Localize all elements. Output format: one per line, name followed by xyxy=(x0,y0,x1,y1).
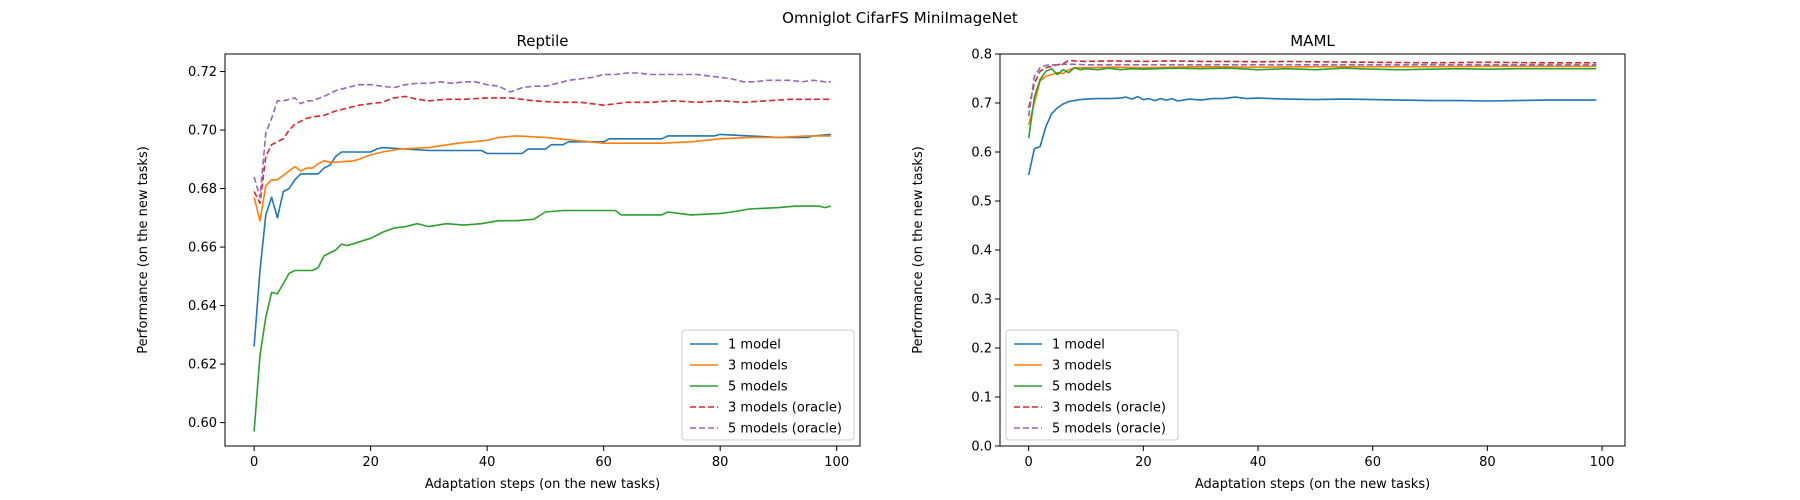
x-tick-label: 20 xyxy=(362,455,379,470)
series-line-5-models xyxy=(1027,66,1597,139)
plot-area-frame xyxy=(224,53,861,447)
x-tick-label: 60 xyxy=(1364,455,1381,470)
y-tick-label: 0.5 xyxy=(971,195,992,210)
y-tick-label: 0.60 xyxy=(188,416,217,431)
y-tick-label: 0.68 xyxy=(188,182,217,197)
y-tick-label: 0.62 xyxy=(188,358,217,373)
x-tick-label: 100 xyxy=(824,455,849,470)
chart-title: MAML xyxy=(1290,32,1335,50)
plot-area-frame xyxy=(999,53,1626,447)
legend-label: 3 models (oracle) xyxy=(728,401,842,416)
series-line-1-model xyxy=(253,133,831,347)
y-tick-label: 0.8 xyxy=(971,48,992,63)
series-line-5-models-oracle xyxy=(253,72,831,199)
legend: 1 model 3 models 5 models 3 models (oracle)… xyxy=(1005,329,1179,441)
figure-suptitle: Omniglot CifarFS MiniImageNet xyxy=(782,9,1018,27)
y-tick-label: 0.6 xyxy=(971,146,992,161)
y-tick-label: 0.70 xyxy=(188,124,217,139)
x-tick-label: 0 xyxy=(250,455,258,470)
y-tick-label: 0.66 xyxy=(188,241,217,256)
y-tick-label: 0.1 xyxy=(971,391,992,406)
legend-label: 3 models xyxy=(728,359,788,374)
y-axis-label: Performance (on the new tasks) xyxy=(911,146,926,354)
series-line-3-models xyxy=(253,135,831,222)
legend-label: 3 models xyxy=(1052,359,1112,374)
y-tick-label: 0.3 xyxy=(971,293,992,308)
legend-label: 1 model xyxy=(1052,338,1105,353)
y-tick-label: 0.2 xyxy=(971,342,992,357)
x-tick-label: 40 xyxy=(1250,455,1267,470)
series-line-5-models-oracle xyxy=(1027,63,1597,117)
legend-label: 1 model xyxy=(728,338,781,353)
series-line-3-models-oracle xyxy=(1027,59,1597,109)
series-line-3-models-oracle xyxy=(253,95,831,204)
x-axis-label: Adaptation steps (on the new tasks) xyxy=(1195,477,1430,492)
x-tick-label: 20 xyxy=(1135,455,1152,470)
legend-box xyxy=(1005,329,1179,441)
x-tick-label: 80 xyxy=(1479,455,1496,470)
legend: 1 model 3 models 5 models 3 models (oracle)… xyxy=(681,329,855,441)
y-axis-label: Performance (on the new tasks) xyxy=(136,146,151,354)
legend-label: 3 models (oracle) xyxy=(1052,401,1166,416)
x-tick-label: 0 xyxy=(1025,455,1033,470)
legend-label: 5 models xyxy=(728,380,788,395)
reptile-chart-panel: Reptile Adaptation steps (on the new task… xyxy=(136,32,861,492)
legend-label: 5 models (oracle) xyxy=(728,422,842,437)
y-tick-label: 0.4 xyxy=(971,244,992,259)
series-line-5-models xyxy=(253,205,832,432)
y-tick-label: 0.72 xyxy=(188,65,217,80)
legend-label: 5 models xyxy=(1052,380,1112,395)
x-tick-label: 40 xyxy=(479,455,496,470)
chart-title: Reptile xyxy=(517,32,569,50)
series-line-1-model xyxy=(1027,95,1597,176)
y-tick-label: 0.64 xyxy=(188,299,217,314)
x-tick-label: 100 xyxy=(1590,455,1615,470)
y-tick-label: 0.0 xyxy=(971,440,992,455)
legend-box xyxy=(681,329,855,441)
legend-label: 5 models (oracle) xyxy=(1052,422,1166,437)
y-tick-label: 0.7 xyxy=(971,97,992,112)
series-line-3-models xyxy=(1027,65,1597,126)
x-tick-label: 60 xyxy=(595,455,612,470)
maml-chart-panel: MAML Adaptation steps (on the new tasks) P… xyxy=(911,32,1626,492)
x-axis-label: Adaptation steps (on the new tasks) xyxy=(425,477,660,492)
x-tick-label: 80 xyxy=(712,455,729,470)
